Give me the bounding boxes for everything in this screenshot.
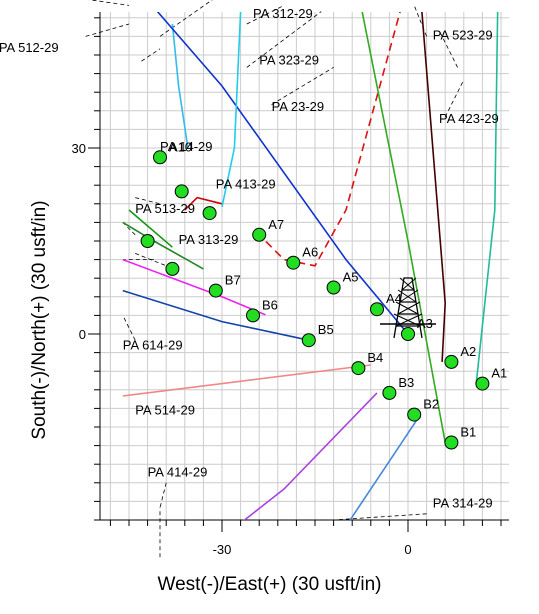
rig-cross: [397, 289, 417, 303]
leader-line: [271, 67, 334, 105]
lease-label: PA 323-29: [259, 52, 319, 67]
well-marker: [153, 150, 167, 165]
well-path-pa-512-29: [156, 12, 409, 335]
lease-label: PA 313-29: [179, 232, 239, 247]
well-path-pa-312-29: [361, 12, 446, 443]
well-marker-label: A2: [460, 344, 476, 359]
lease-label: PA 13-29: [5, 0, 58, 2]
lease-label: PA 423-29: [439, 111, 499, 126]
leader-line: [141, 48, 161, 62]
well-marker: [252, 227, 267, 242]
lease-label: PA 14-29: [160, 139, 213, 154]
rig-tower-icon: [380, 277, 436, 339]
well-marker: [140, 234, 155, 248]
well-marker-label: B7: [225, 273, 241, 288]
rig-cross: [399, 289, 419, 303]
y-axis-title: South(-)/North(+) (30 usft/in): [29, 200, 50, 440]
well-marker: [286, 255, 301, 270]
well-marker-label: A7: [268, 217, 284, 232]
well-marker-label: A6: [302, 245, 318, 260]
lease-label: PA 413-29: [216, 176, 276, 191]
well-labels: A10 A7 A6 A5 A4 A3 B7 B6 B5 B4 B3 B2 B1 A2 A1 PA 13-29 P…: [0, 0, 507, 511]
rig-legs: [393, 277, 423, 339]
well-path-pa-13-29: [171, 23, 189, 149]
lease-label: PA 23-29: [272, 99, 325, 114]
axis-tick-labels: -30 0 0 30: [72, 141, 412, 557]
lease-label: PA 514-29: [135, 403, 195, 418]
well-marker: [370, 302, 384, 317]
lease-label: PA 312-29: [253, 6, 313, 21]
well-marker-label: B2: [423, 397, 439, 412]
y-tick-label: 0: [79, 327, 86, 342]
leader-line: [413, 5, 427, 37]
well-marker: [202, 206, 217, 221]
well-path-pa-314-29-b2-: [349, 414, 422, 520]
well-marker: [174, 184, 189, 199]
leader-line: [88, 0, 130, 6]
leader-line: [333, 513, 427, 521]
well-marker-label: A4: [386, 291, 402, 306]
well-marker-label: B3: [398, 375, 414, 390]
well-marker: [326, 280, 341, 295]
well-path-pa-423-29: [475, 12, 499, 384]
rig-cross: [399, 277, 415, 291]
well-marker-label: A3: [417, 316, 433, 331]
rig-cross: [395, 301, 419, 315]
plot-frame: [99, 12, 509, 521]
lease-label: PA 513-29: [135, 201, 195, 216]
well-path-pa-414-29: [243, 392, 378, 520]
well-marker: [301, 333, 316, 348]
x-axis-title: West(-)/East(+) (30 usft/in): [157, 574, 382, 595]
lease-label: PA 414-29: [148, 465, 208, 480]
well-path-pa-23-29: [258, 12, 401, 267]
x-tick-label: 0: [404, 542, 411, 557]
lease-label: PA 314-29: [433, 496, 493, 511]
well-marker: [475, 376, 490, 391]
well-marker: [444, 354, 459, 369]
well-marker: [165, 261, 180, 276]
well-marker-label: A5: [343, 270, 359, 285]
well-marker: [382, 385, 397, 400]
leader-line: [135, 197, 161, 205]
well-marker-label: B1: [460, 425, 476, 440]
well-marker: [444, 435, 459, 450]
lease-label: PA 614-29: [123, 338, 183, 353]
y-tick-label: 30: [72, 141, 86, 156]
well-path-pa-14-29: [184, 196, 223, 211]
well-marker: [246, 308, 260, 323]
leader-line: [159, 0, 213, 37]
rig-cross: [401, 277, 417, 291]
well-marker-label: B6: [262, 297, 278, 312]
annotation-leaders: [85, 0, 465, 558]
well-path-pa-413-29: [221, 12, 242, 208]
x-tick-label: -30: [213, 542, 232, 557]
well-path-pa-514-29: [122, 364, 371, 397]
well-marker: [351, 361, 366, 376]
well-path-pa-614-29: [122, 289, 309, 341]
well-marker-label: B4: [367, 350, 383, 365]
lease-label: PA 512-29: [0, 40, 59, 55]
well-path-pa-523-29: [421, 12, 447, 362]
leader-line: [159, 482, 167, 508]
leader-line: [122, 315, 136, 341]
well-path-pa-314-29: [122, 258, 266, 316]
rig-cross: [397, 301, 421, 315]
well-paths: [122, 12, 499, 520]
well-marker-label: A1: [491, 366, 507, 381]
well-markers: [140, 150, 490, 450]
leader-line: [85, 23, 130, 37]
well-marker: [208, 283, 223, 298]
leader-line: [246, 11, 322, 68]
well-marker-label: B5: [318, 322, 334, 337]
well-marker: [401, 327, 415, 341]
well-path-pa-613-29: [128, 209, 173, 248]
lease-label: PA 523-29: [433, 28, 493, 43]
well-marker-label: A10: [169, 139, 192, 154]
well-marker: [407, 407, 422, 422]
